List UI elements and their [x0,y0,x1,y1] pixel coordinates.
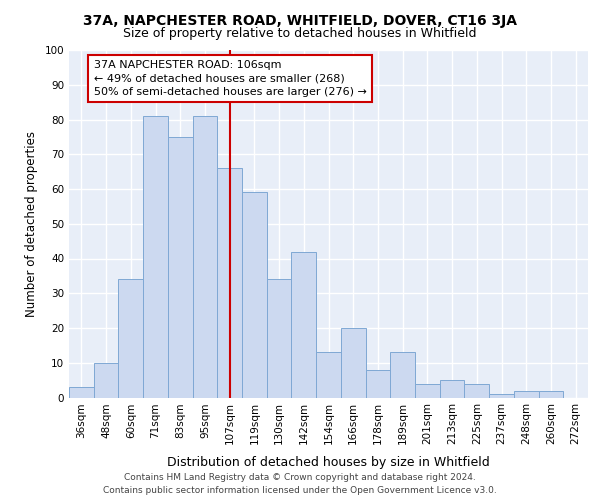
X-axis label: Distribution of detached houses by size in Whitfield: Distribution of detached houses by size … [167,456,490,468]
Bar [118,280,143,398]
Bar [341,328,365,398]
Bar [267,280,292,398]
Bar [242,192,267,398]
Bar [168,137,193,398]
Bar [539,390,563,398]
Bar [217,168,242,398]
Text: 37A NAPCHESTER ROAD: 106sqm
← 49% of detached houses are smaller (268)
50% of se: 37A NAPCHESTER ROAD: 106sqm ← 49% of det… [94,60,367,97]
Bar [143,116,168,398]
Bar [514,390,539,398]
Bar [464,384,489,398]
Text: Contains HM Land Registry data © Crown copyright and database right 2024.
Contai: Contains HM Land Registry data © Crown c… [103,473,497,495]
Text: 37A, NAPCHESTER ROAD, WHITFIELD, DOVER, CT16 3JA: 37A, NAPCHESTER ROAD, WHITFIELD, DOVER, … [83,14,517,28]
Bar [316,352,341,398]
Bar [390,352,415,398]
Y-axis label: Number of detached properties: Number of detached properties [25,130,38,317]
Bar [365,370,390,398]
Bar [193,116,217,398]
Bar [440,380,464,398]
Bar [69,387,94,398]
Bar [94,363,118,398]
Bar [489,394,514,398]
Bar [415,384,440,398]
Bar [292,252,316,398]
Text: Size of property relative to detached houses in Whitfield: Size of property relative to detached ho… [123,28,477,40]
